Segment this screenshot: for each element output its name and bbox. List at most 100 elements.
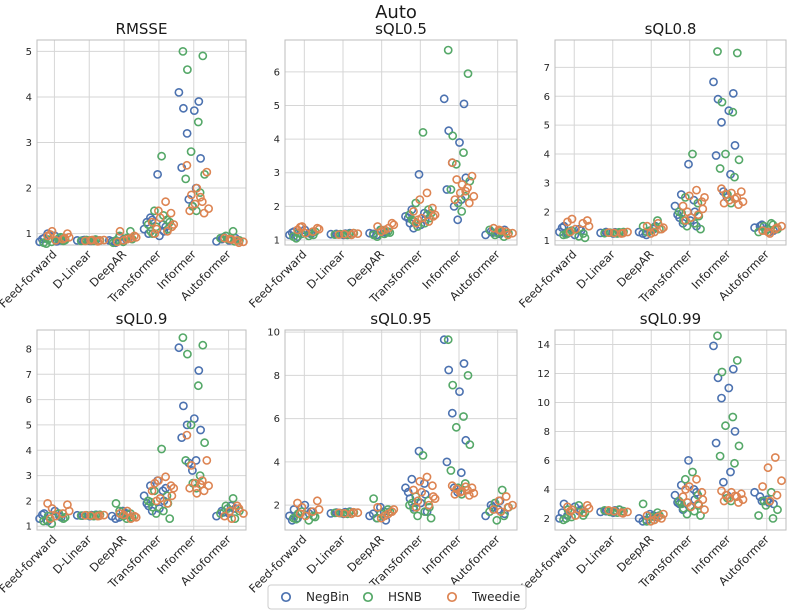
data-point-tweedie xyxy=(162,226,172,236)
data-point-tweedie xyxy=(623,227,632,237)
y-tick-label: 3 xyxy=(26,471,32,482)
data-point-hsnb xyxy=(446,466,456,475)
data-point-negbin xyxy=(184,194,194,204)
data-point-tweedie xyxy=(464,198,474,208)
panel-4: 12345678Feed-forwardD-LinearDeepARTransf… xyxy=(0,310,248,596)
data-point-tweedie xyxy=(730,491,740,501)
data-point-tweedie xyxy=(204,204,213,213)
data-point-hsnb xyxy=(734,441,744,451)
data-point-negbin xyxy=(713,373,723,383)
data-point-hsnb xyxy=(766,218,776,228)
data-point-tweedie xyxy=(422,472,432,482)
data-point-tweedie xyxy=(501,492,511,501)
data-point-tweedie xyxy=(87,235,97,245)
panel-title: RMSSE xyxy=(116,20,168,38)
data-point-hsnb xyxy=(759,496,769,506)
data-point-hsnb xyxy=(108,238,118,248)
data-point-hsnb xyxy=(41,515,51,525)
data-point-negbin xyxy=(684,455,693,465)
y-tick-label: 2 xyxy=(274,501,280,512)
data-point-negbin xyxy=(174,88,184,97)
data-point-tweedie xyxy=(604,228,613,237)
data-point-hsnb xyxy=(717,97,727,107)
data-point-hsnb xyxy=(200,438,209,448)
y-tick-label: 8 xyxy=(26,344,32,355)
data-point-negbin xyxy=(293,513,302,523)
data-point-tweedie xyxy=(503,230,513,240)
data-point-tweedie xyxy=(155,493,165,503)
data-point-tweedie xyxy=(604,505,613,515)
data-point-hsnb xyxy=(200,169,209,179)
data-point-tweedie xyxy=(450,489,460,499)
y-tick-label: 10 xyxy=(267,328,280,339)
data-point-tweedie xyxy=(428,492,438,501)
data-point-hsnb xyxy=(732,48,742,58)
data-point-tweedie xyxy=(150,478,160,488)
data-point-hsnb xyxy=(330,508,340,518)
data-point-negbin xyxy=(447,408,457,418)
y-tick-label: 8 xyxy=(544,427,550,438)
data-point-tweedie xyxy=(609,228,619,238)
data-point-hsnb xyxy=(181,455,191,465)
data-point-tweedie xyxy=(99,235,109,245)
data-point-tweedie xyxy=(227,514,237,523)
data-point-hsnb xyxy=(680,474,690,484)
data-point-negbin xyxy=(711,151,721,160)
data-point-hsnb xyxy=(600,505,609,515)
data-point-hsnb xyxy=(443,45,453,55)
data-point-hsnb xyxy=(157,444,166,454)
data-point-tweedie xyxy=(461,186,471,196)
data-point-negbin xyxy=(178,103,188,113)
y-tick-label: 1 xyxy=(274,235,280,246)
data-point-hsnb xyxy=(149,206,159,216)
data-point-negbin xyxy=(177,163,187,172)
data-point-hsnb xyxy=(418,450,428,460)
data-point-hsnb xyxy=(448,131,458,141)
plot-frame xyxy=(36,39,247,246)
data-point-tweedie xyxy=(565,506,575,516)
data-point-tweedie xyxy=(353,508,363,518)
data-point-tweedie xyxy=(152,224,161,234)
data-point-tweedie xyxy=(295,509,305,519)
data-point-negbin xyxy=(174,343,184,353)
data-point-tweedie xyxy=(693,210,703,220)
data-point-tweedie xyxy=(659,509,668,519)
y-tick-label: 2 xyxy=(274,202,280,213)
data-point-negbin xyxy=(111,514,120,523)
data-point-tweedie xyxy=(730,194,740,204)
data-point-hsnb xyxy=(178,47,188,56)
panel-title: sQL0.5 xyxy=(375,20,427,38)
data-point-hsnb xyxy=(182,65,192,74)
x-tick-label: D-Linear xyxy=(304,247,349,292)
data-point-hsnb xyxy=(182,349,192,359)
data-point-negbin xyxy=(730,426,740,436)
data-point-tweedie xyxy=(186,460,196,470)
data-point-hsnb xyxy=(754,511,763,520)
data-point-negbin xyxy=(711,438,721,448)
y-tick-label: 2 xyxy=(26,496,32,507)
data-point-hsnb xyxy=(696,511,705,520)
data-point-tweedie xyxy=(339,229,349,239)
data-point-tweedie xyxy=(450,195,460,204)
data-point-tweedie xyxy=(415,195,425,204)
data-point-hsnb xyxy=(717,367,727,377)
panels: 12345Feed-forwardD-LinearDeepARTransform… xyxy=(0,20,787,596)
data-point-negbin xyxy=(670,490,680,500)
y-tick-label: 2 xyxy=(26,184,32,195)
data-point-tweedie xyxy=(131,232,141,242)
data-point-tweedie xyxy=(334,230,344,239)
data-point-tweedie xyxy=(301,511,310,521)
data-point-hsnb xyxy=(157,151,166,161)
y-tick-label: 7 xyxy=(544,63,550,74)
data-point-hsnb xyxy=(59,514,68,523)
data-point-tweedie xyxy=(693,499,703,509)
data-point-hsnb xyxy=(198,340,208,350)
data-point-tweedie xyxy=(199,208,209,218)
data-point-hsnb xyxy=(688,467,697,477)
data-point-tweedie xyxy=(698,204,708,214)
data-point-negbin xyxy=(326,509,336,518)
data-point-negbin xyxy=(730,140,740,150)
data-point-tweedie xyxy=(192,183,202,193)
data-point-tweedie xyxy=(86,511,95,520)
y-tick-label: 4 xyxy=(26,446,32,457)
